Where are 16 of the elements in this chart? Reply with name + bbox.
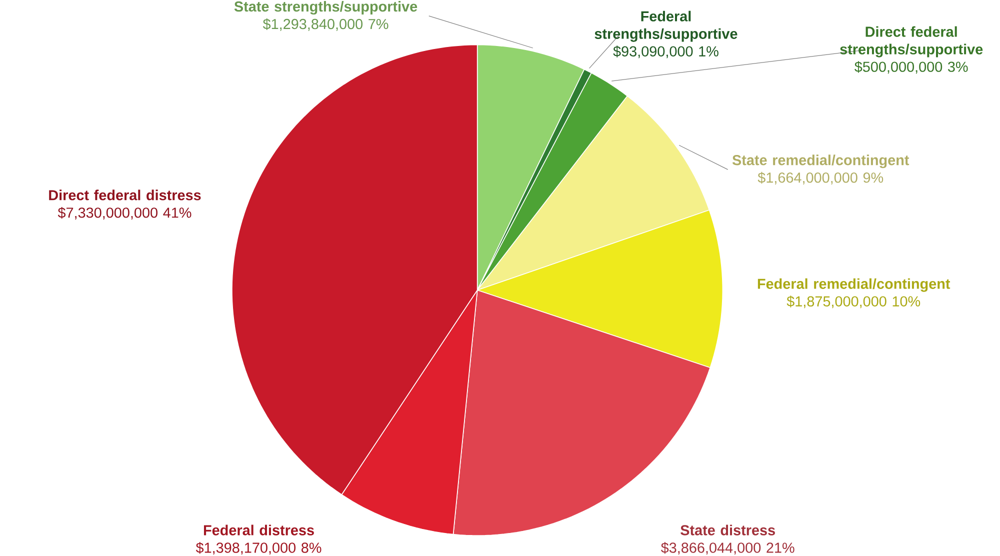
data-label: $3,866,044,000 21% bbox=[660, 542, 794, 555]
slice-label: State distress bbox=[680, 524, 775, 536]
data-label: $1,293,840,000 7% bbox=[262, 18, 388, 32]
data-label: $1,664,000,000 9% bbox=[758, 172, 884, 185]
slice-label: Federal distress bbox=[204, 524, 314, 536]
slice-label: State remedial/contingent bbox=[732, 154, 910, 168]
data-label: $1,398,170,000 8% bbox=[196, 542, 322, 555]
slice-label: Federal remedial/contingent bbox=[758, 278, 950, 292]
slice-label: Direct federal strengths/supportive bbox=[840, 26, 983, 58]
data-label: $93,090,000 1% bbox=[613, 46, 718, 58]
slice-label: Direct federal distress bbox=[49, 190, 201, 200]
data-label: $1,875,000,000 10% bbox=[786, 296, 920, 308]
slice-label: Federal strengths/supportive bbox=[594, 11, 738, 42]
data-label: $500,000,000 3% bbox=[854, 61, 968, 74]
slice-label: State strengths/supportive bbox=[234, 1, 418, 15]
data-label: $7,330,000,000 41% bbox=[58, 207, 192, 220]
